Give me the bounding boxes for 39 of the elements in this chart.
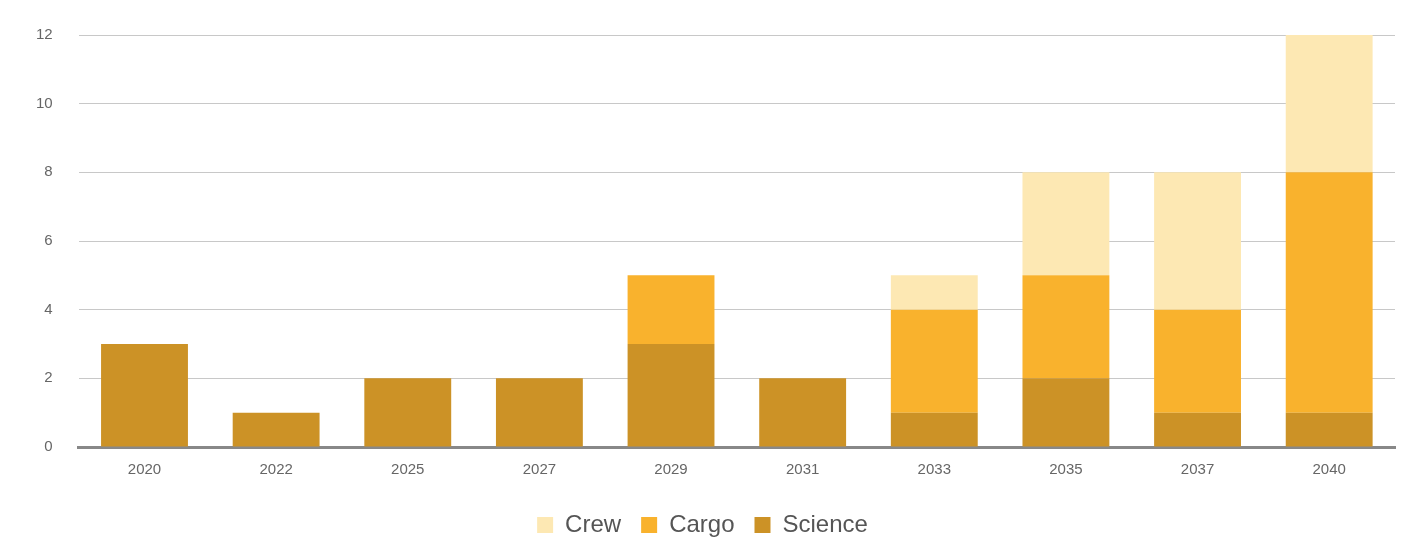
bar: [1022, 378, 1110, 447]
bar: [364, 378, 452, 447]
legend-label: Crew: [565, 509, 622, 537]
bar: [232, 412, 320, 447]
y-tick-label: 0: [44, 437, 53, 455]
legend-label: Cargo: [669, 509, 735, 537]
bar: [1285, 172, 1373, 413]
bar: [1022, 172, 1110, 276]
y-tick-label: 12: [36, 25, 53, 43]
y-tick-label: 2: [44, 368, 53, 386]
x-tick-label: 2029: [654, 460, 688, 478]
y-tick-label: 4: [44, 299, 53, 317]
bar: [1154, 309, 1241, 413]
bar: [890, 412, 978, 447]
bar: [759, 378, 847, 447]
bar: [627, 275, 715, 344]
x-tick-label: 2035: [1049, 460, 1083, 478]
x-tick-label: 2033: [917, 460, 951, 478]
bar: [890, 309, 978, 413]
bar: [1022, 275, 1110, 379]
bar: [1154, 412, 1241, 447]
x-tick-label: 2040: [1312, 460, 1346, 478]
x-tick-label: 2022: [259, 460, 293, 478]
y-tick-label: 10: [36, 93, 53, 111]
legend-label: Science: [782, 509, 868, 537]
bar: [627, 344, 715, 447]
x-tick-label: 2027: [522, 460, 557, 478]
bar: [1285, 35, 1373, 173]
x-tick-label: 2020: [127, 460, 162, 478]
bar: [101, 344, 188, 447]
y-tick-label: 6: [44, 231, 53, 249]
x-tick-label: 2037: [1180, 460, 1215, 478]
x-tick-label: 2025: [391, 460, 425, 478]
y-tick-label: 8: [44, 162, 53, 180]
bar: [1154, 172, 1241, 310]
bar: [890, 275, 978, 310]
bar: [1285, 412, 1373, 447]
bar: [495, 378, 583, 447]
x-tick-label: 2031: [785, 460, 820, 478]
